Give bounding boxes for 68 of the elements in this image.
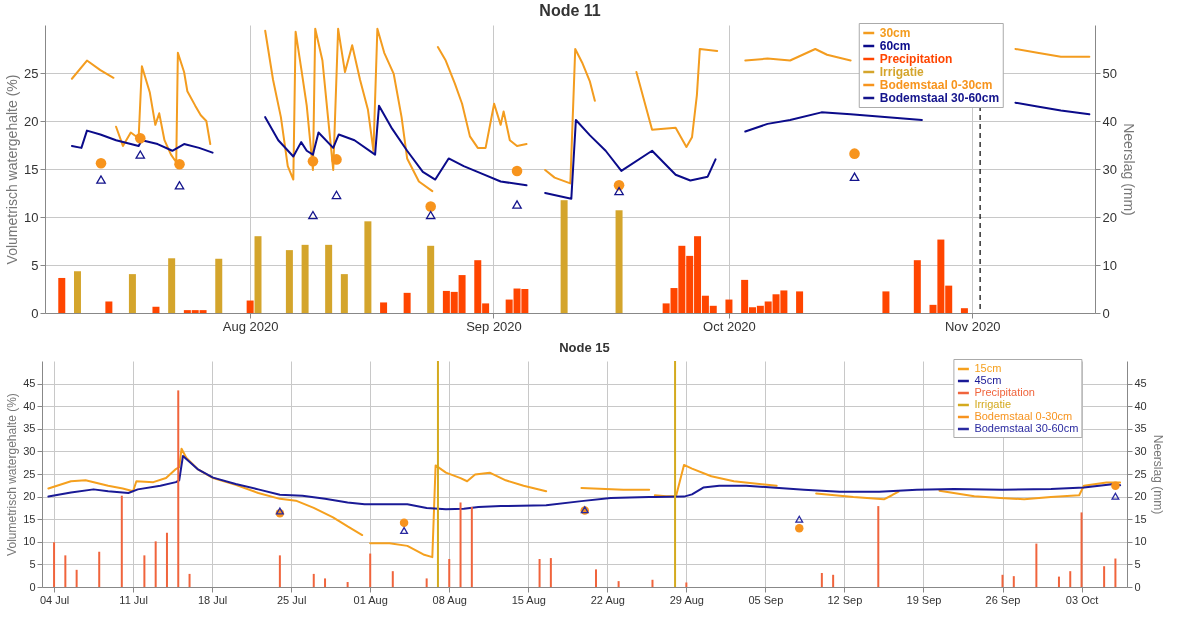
x-tick-label: 18 Jul (197, 593, 228, 606)
y-axis-title: Volumetrisch watergehalte (%) (4, 74, 21, 265)
legend-label: 45cm (974, 374, 1002, 386)
y-tick-label: 0 (31, 305, 39, 321)
y-tick-label: 25 (23, 467, 36, 480)
legend-label: 60cm (879, 39, 911, 53)
x-tick-label: 12 Sep (827, 593, 863, 606)
y-tick-label: 0 (29, 580, 36, 593)
x-tick-label: Oct 2020 (703, 318, 756, 334)
x-tick-label: 05 Sep (748, 593, 784, 606)
x-tick-label: 26 Sep (985, 593, 1021, 606)
y-tick-label: 40 (23, 399, 36, 412)
y2-tick-label: 5 (1134, 557, 1141, 570)
x-tick-label: Nov 2020 (944, 318, 1001, 334)
y-tick-label: 20 (23, 490, 36, 503)
chart-title: Node 15 (559, 339, 610, 355)
y2-tick-label: 0 (1102, 305, 1110, 321)
x-tick-label: 04 Jul (39, 593, 70, 606)
y-tick-label: 10 (24, 209, 39, 225)
x-tick-label: 22 Aug (590, 593, 625, 606)
y-tick-label: 20 (24, 113, 39, 129)
legend-label: Bodemstaal 0-30cm (974, 410, 1073, 422)
legend-label: Precipitation (879, 52, 953, 66)
y2-tick-label: 30 (1134, 444, 1147, 457)
y2-axis-title: Neerslag (mm) (1120, 123, 1137, 216)
chart-title: Node 11 (539, 1, 601, 19)
y2-tick-label: 10 (1134, 535, 1147, 548)
y2-tick-label: 25 (1134, 467, 1147, 480)
x-tick-label: 15 Aug (511, 593, 546, 606)
y2-tick-label: 10 (1102, 257, 1117, 273)
legend-label: Precipitation (974, 386, 1035, 398)
x-tick-label: Sep 2020 (466, 318, 522, 334)
legend-label: Bodemstaal 30-60cm (879, 91, 1000, 105)
y2-tick-label: 0 (1134, 580, 1141, 593)
y-tick-label: 45 (23, 377, 36, 390)
legend-label: Bodemstaal 30-60cm (974, 422, 1079, 434)
x-tick-label: 25 Jul (276, 593, 307, 606)
y-tick-label: 15 (24, 161, 39, 177)
x-tick-label: 19 Sep (906, 593, 942, 606)
y-tick-label: 35 (23, 422, 36, 435)
x-tick-label: 29 Aug (669, 593, 704, 606)
y2-tick-label: 20 (1102, 209, 1117, 225)
y-tick-label: 5 (31, 257, 39, 273)
y-axis-title: Volumetrisch watergehalte (%) (5, 393, 20, 556)
y-tick-label: 10 (23, 535, 36, 548)
y2-tick-label: 15 (1134, 512, 1147, 525)
legend-label: Irrigatie (974, 398, 1012, 410)
y-tick-label: 30 (23, 444, 36, 457)
y2-tick-label: 40 (1134, 399, 1147, 412)
y2-tick-label: 50 (1102, 65, 1117, 81)
legend-label: 30cm (879, 26, 911, 40)
y2-tick-label: 45 (1134, 377, 1147, 390)
y-tick-label: 15 (23, 512, 36, 525)
y2-axis-title: Neerslag (mm) (1150, 434, 1165, 515)
legend-label: Irrigatie (879, 65, 925, 79)
y2-tick-label: 35 (1134, 422, 1147, 435)
y-tick-label: 5 (29, 557, 36, 570)
y2-tick-label: 30 (1102, 161, 1117, 177)
y2-tick-label: 40 (1102, 113, 1117, 129)
y2-tick-label: 20 (1134, 490, 1147, 503)
x-tick-label: 03 Oct (1065, 593, 1099, 606)
x-tick-label: Aug 2020 (222, 318, 279, 334)
x-tick-label: 08 Aug (432, 593, 467, 606)
legend-label: 15cm (974, 362, 1002, 374)
x-tick-label: 11 Jul (119, 593, 148, 606)
legend-label: Bodemstaal 0-30cm (879, 78, 993, 92)
y-tick-label: 25 (24, 65, 39, 81)
x-tick-label: 01 Aug (353, 593, 388, 606)
